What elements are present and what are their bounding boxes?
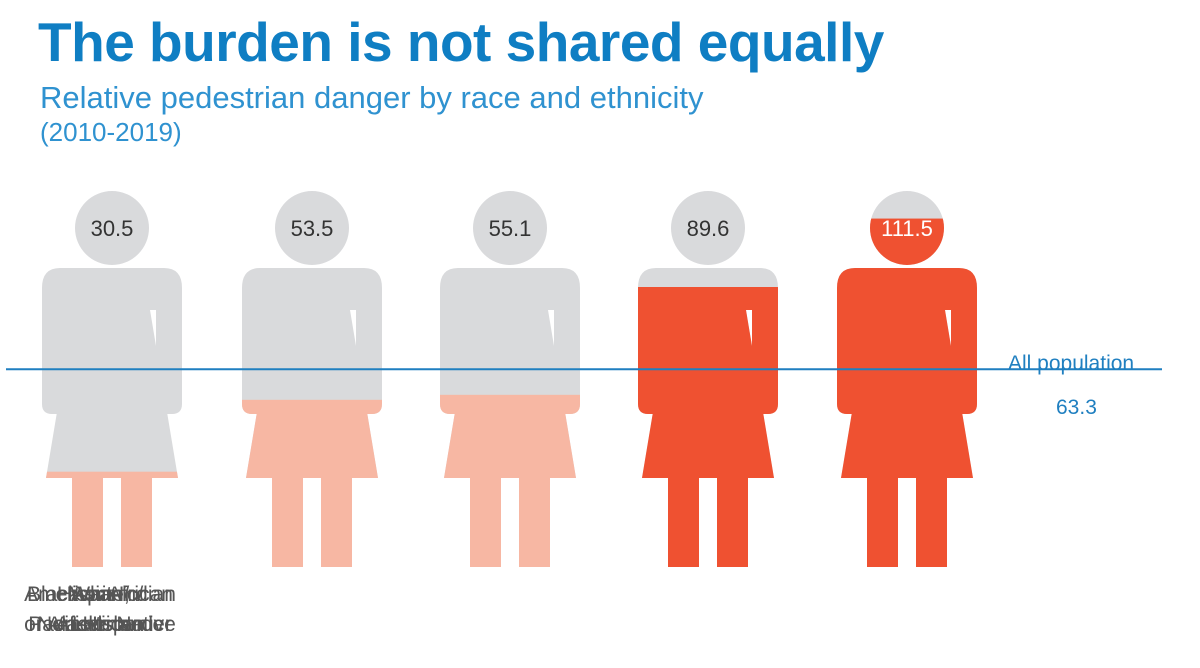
figure-2 [440, 191, 580, 567]
value-fill-bar [837, 218, 977, 567]
value-label: 53.5 [291, 216, 334, 241]
reference-line-label: All population [1008, 352, 1135, 375]
reference-line-value: 63.3 [1056, 396, 1097, 419]
value-label: 30.5 [91, 216, 134, 241]
figure-empty [242, 191, 382, 567]
category-label-white: White, Non-Hispanic [36, 583, 164, 636]
value-label: 55.1 [489, 216, 532, 241]
figure-1 [242, 191, 382, 567]
category-label-hispanic: Hispanic/ Latinx [56, 583, 144, 636]
value-fill-bar [242, 399, 382, 567]
value-label: 111.5 [881, 216, 933, 241]
chart-subtitle: Relative pedestrian danger by race and e… [40, 80, 704, 115]
chart-years: (2010-2019) [40, 117, 182, 147]
chart-title: The burden is not shared equally [38, 11, 884, 73]
value-label: 89.6 [687, 216, 730, 241]
value-fill-bar [638, 287, 778, 567]
category-label-black: Black or African American [27, 583, 173, 636]
figure-0 [42, 191, 182, 567]
figure-4 [837, 191, 977, 567]
figure-empty [440, 191, 580, 567]
category-label-american-indian: American Indian or Alaska Native [24, 583, 176, 636]
figure-empty [42, 191, 182, 567]
category-label-asian: Asian/ Pacific-Islander [28, 583, 172, 636]
figure-3 [638, 191, 778, 567]
value-fill-bar [42, 471, 182, 567]
value-fill-bar [440, 394, 580, 567]
